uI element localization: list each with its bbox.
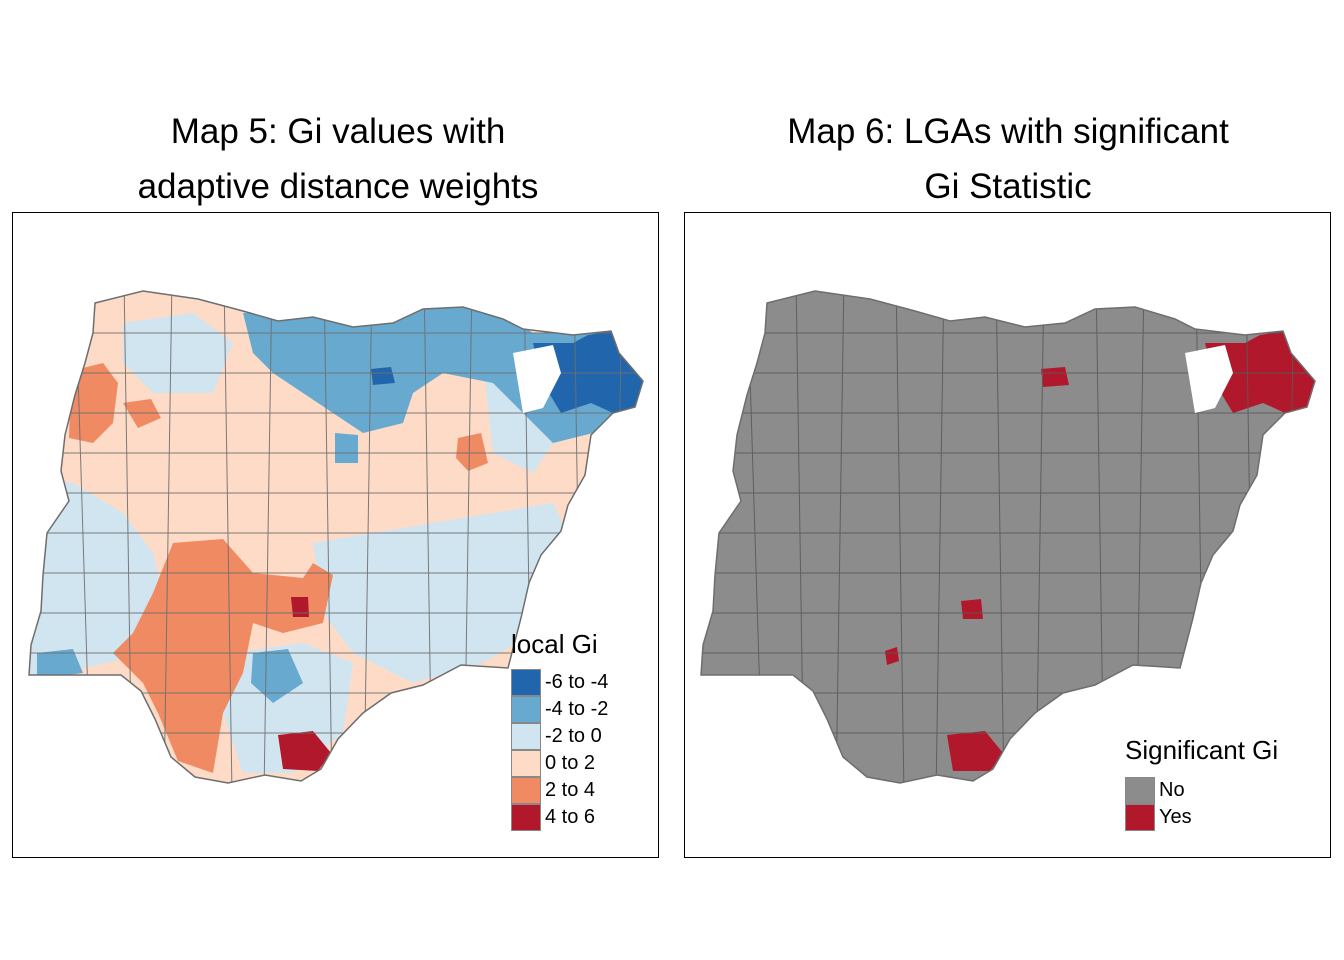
left-legend-swatch (511, 696, 541, 723)
right-zone-significant-benue (961, 599, 983, 619)
right-legend-item: No (1125, 777, 1185, 804)
left-legend-label: -4 to -2 (545, 698, 609, 720)
right-map-title: Map 6: LGAs with significant Gi Statisti… (678, 104, 1338, 214)
left-map-title-line2: adaptive distance weights (137, 167, 539, 206)
left-legend-item: -2 to 0 (511, 723, 602, 750)
left-map-canvas (28, 290, 644, 784)
left-legend-item: 4 to 6 (511, 804, 595, 831)
right-map-title-line2: Gi Statistic (924, 167, 1092, 206)
left-zone-2-4-kebbi (69, 363, 118, 443)
left-zone-neg4-neg2-southwest (251, 649, 303, 703)
left-legend-label: 0 to 2 (545, 752, 596, 774)
right-legend-swatch (1125, 777, 1155, 804)
left-map-panel: local Gi -6 to -4 -4 to -2 -2 to 0 0 to … (12, 212, 659, 858)
right-zone-significant-kogi (885, 647, 899, 665)
left-legend-swatch (511, 669, 541, 696)
right-zone-significant-kano (1041, 367, 1069, 387)
right-legend-item: Yes (1125, 804, 1192, 831)
left-zone-neg4-neg2-lagos (37, 649, 83, 679)
right-legend-title: Significant Gi (1125, 735, 1279, 765)
left-legend-label: 2 to 4 (545, 779, 596, 801)
left-zone-neg2-0-east (313, 503, 573, 683)
right-legend-swatch (1125, 804, 1155, 831)
left-zone-2-4-central (113, 539, 333, 773)
left-legend-label: -2 to 0 (545, 725, 602, 747)
left-legend-swatch (511, 777, 541, 804)
left-legend-title: local Gi (511, 629, 598, 659)
right-map-panel: Significant Gi No Yes (684, 212, 1331, 858)
right-legend-label: Yes (1159, 806, 1192, 828)
right-map-title-line1: Map 6: LGAs with significant (787, 112, 1229, 151)
left-legend-item: 2 to 4 (511, 777, 595, 804)
left-legend-item: -4 to -2 (511, 696, 608, 723)
left-zone-4-6-delta (278, 731, 331, 771)
left-legend-label: -6 to -4 (545, 671, 609, 693)
left-map-title: Map 5: Gi values with adaptive distance … (8, 104, 668, 214)
left-legend-swatch (511, 723, 541, 750)
right-legend-label: No (1159, 779, 1185, 801)
left-zone-neg4-neg2-kano-south (335, 433, 358, 463)
left-map-title-line1: Map 5: Gi values with (170, 112, 506, 151)
left-zone-4-6-benue (291, 597, 309, 617)
left-legend-swatch (511, 750, 541, 777)
left-legend-swatch (511, 804, 541, 831)
right-lake-chad (1185, 345, 1233, 413)
left-legend-item: -6 to -4 (511, 669, 608, 696)
left-zone-neg6-neg4-kano (371, 367, 395, 385)
left-legend-label: 4 to 6 (545, 806, 596, 828)
left-legend-item: 0 to 2 (511, 750, 595, 777)
right-map-canvas (700, 290, 1316, 784)
left-lake-chad (513, 345, 561, 413)
left-zone-2-4-bauchi (456, 433, 488, 471)
right-zone-significant-delta (947, 731, 1003, 771)
